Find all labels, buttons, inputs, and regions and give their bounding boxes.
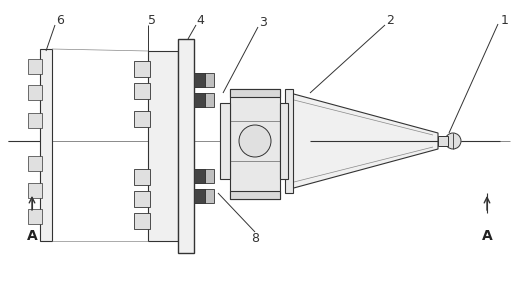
Text: 5: 5 [148,14,156,27]
Bar [134,191,150,207]
Bar [194,93,214,107]
Bar [134,111,150,127]
Text: 4: 4 [196,14,204,27]
Bar [178,39,194,253]
Bar [285,89,293,193]
Bar [194,169,214,183]
Bar [28,183,42,198]
Bar [28,156,42,171]
Text: A: A [482,229,493,243]
Bar [438,136,448,146]
Bar [220,103,230,179]
Text: 1: 1 [501,14,509,27]
Bar [134,61,150,77]
Bar [28,85,42,100]
Bar [194,189,214,203]
Text: 8: 8 [251,232,259,244]
Bar [280,103,288,179]
Bar [230,191,280,199]
Text: A: A [26,229,37,243]
Bar [28,59,42,74]
Text: 2: 2 [386,14,394,27]
Bar [40,49,52,241]
Text: 6: 6 [56,14,64,27]
Bar [194,73,205,87]
Bar [194,169,205,183]
Bar [134,169,150,185]
Bar [194,189,205,203]
Polygon shape [290,93,438,189]
Bar [194,73,214,87]
Circle shape [239,125,271,157]
Bar [230,89,280,97]
Bar [134,213,150,229]
Text: 3: 3 [259,16,267,28]
Bar [28,113,42,128]
Bar [148,51,178,241]
Bar [230,89,280,199]
Bar [194,93,205,107]
Circle shape [445,133,461,149]
Bar [28,209,42,224]
Bar [134,83,150,99]
